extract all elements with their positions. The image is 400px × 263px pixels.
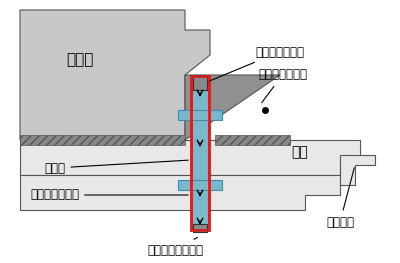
Bar — [192, 90, 208, 230]
Bar — [193, 75, 207, 90]
Bar — [193, 224, 207, 232]
Polygon shape — [215, 135, 290, 145]
Bar — [178, 110, 222, 120]
Polygon shape — [340, 155, 375, 185]
Text: アンカーボルト: アンカーボルト — [30, 189, 188, 201]
Polygon shape — [20, 140, 360, 175]
Text: ﾛ止めキャップ゛: ﾛ止めキャップ゛ — [147, 237, 203, 256]
Polygon shape — [20, 10, 210, 140]
Bar — [191, 76, 209, 230]
Text: 保護管: 保護管 — [44, 160, 188, 174]
Polygon shape — [20, 135, 185, 145]
Polygon shape — [20, 175, 340, 210]
Text: 固定金物: 固定金物 — [326, 168, 354, 229]
Text: 壁高欄: 壁高欄 — [66, 53, 94, 68]
Text: 無収縮モルタル: 無収縮モルタル — [258, 68, 307, 103]
Bar — [178, 180, 222, 190]
Text: 保護キャップ゛: 保護キャップ゛ — [210, 45, 304, 81]
Text: 床版: 床版 — [292, 145, 308, 159]
Polygon shape — [185, 75, 280, 140]
